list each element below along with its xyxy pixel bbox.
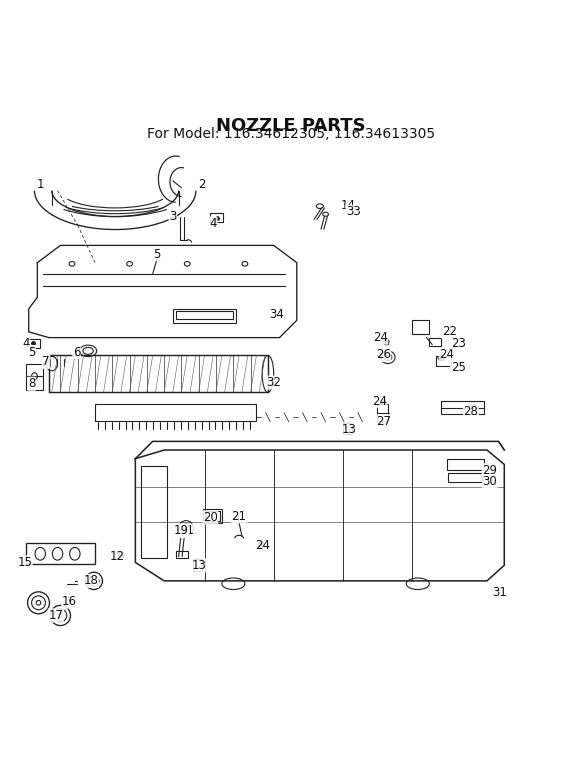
Text: 28: 28 <box>463 405 478 418</box>
Text: 13: 13 <box>341 423 356 436</box>
Bar <box>441 401 484 414</box>
Text: 7: 7 <box>42 355 50 368</box>
Text: 5: 5 <box>154 248 161 260</box>
Bar <box>95 404 257 421</box>
Bar <box>49 355 268 393</box>
Bar <box>26 364 43 390</box>
Text: 5: 5 <box>28 346 36 358</box>
Text: 15: 15 <box>17 556 32 569</box>
Text: 24: 24 <box>373 331 388 344</box>
Bar <box>141 466 167 558</box>
Bar <box>173 308 236 323</box>
Bar <box>205 511 219 521</box>
Text: 22: 22 <box>442 326 457 338</box>
Text: 12: 12 <box>109 550 125 563</box>
Text: 16: 16 <box>62 595 77 608</box>
Text: 26: 26 <box>376 348 391 361</box>
Text: 13: 13 <box>191 559 206 572</box>
Text: 4: 4 <box>210 217 217 230</box>
Bar <box>412 319 430 334</box>
Text: 24: 24 <box>255 538 269 552</box>
Bar <box>378 404 388 421</box>
Bar <box>27 339 40 348</box>
Bar <box>176 552 189 559</box>
Text: 8: 8 <box>28 377 36 390</box>
Text: 4: 4 <box>22 337 30 350</box>
Text: 2: 2 <box>198 178 205 192</box>
Text: 17: 17 <box>48 609 63 622</box>
Text: 29: 29 <box>482 464 498 477</box>
Text: 19: 19 <box>174 524 189 538</box>
Bar <box>176 311 233 319</box>
Text: 20: 20 <box>203 511 218 524</box>
Bar <box>430 337 441 347</box>
Text: 18: 18 <box>84 574 98 587</box>
Text: 27: 27 <box>376 414 391 428</box>
Text: 32: 32 <box>267 376 281 389</box>
Text: 25: 25 <box>450 361 466 374</box>
Bar <box>193 559 202 570</box>
Text: For Model: 116.34612305, 116.34613305: For Model: 116.34612305, 116.34613305 <box>147 127 435 141</box>
Text: 6: 6 <box>73 346 80 358</box>
Text: 1: 1 <box>37 178 44 192</box>
Text: NOZZLE PARTS: NOZZLE PARTS <box>216 118 366 136</box>
Text: 23: 23 <box>450 337 466 350</box>
Text: 24: 24 <box>372 394 386 407</box>
Text: 24: 24 <box>439 348 454 361</box>
Text: 31: 31 <box>492 586 507 599</box>
Text: 33: 33 <box>346 206 361 218</box>
Text: 34: 34 <box>269 308 284 321</box>
Bar <box>343 423 352 435</box>
Text: 3: 3 <box>169 210 176 223</box>
Bar <box>26 544 95 563</box>
Bar <box>448 473 482 481</box>
Bar <box>210 213 223 222</box>
Bar <box>436 356 450 366</box>
Text: 14: 14 <box>341 199 356 212</box>
Text: 21: 21 <box>232 509 247 523</box>
Text: 11: 11 <box>180 524 195 538</box>
Bar <box>203 509 222 523</box>
Bar <box>446 459 484 471</box>
Text: 30: 30 <box>482 475 497 488</box>
